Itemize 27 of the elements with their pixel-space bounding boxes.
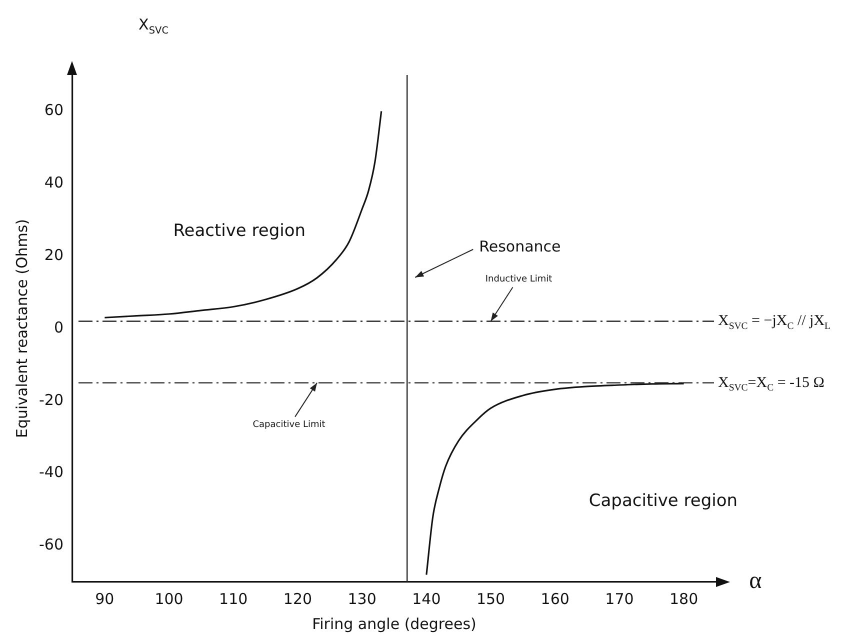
x-tick-label: 160 <box>540 590 570 608</box>
y-tick-label: 20 <box>44 246 64 264</box>
line-series <box>104 110 382 318</box>
x-tick-label: 130 <box>348 590 376 608</box>
x-tick-label: 110 <box>219 590 248 608</box>
x-tick-label: 180 <box>670 590 698 608</box>
x-tick-label: 120 <box>283 590 312 608</box>
ref-line-label: Resonance <box>479 237 561 256</box>
annotation: Capacitive Limit <box>252 420 326 430</box>
x-tick-label: 90 <box>95 590 114 608</box>
y-axis-title: Equivalent reactance (Ohms) <box>12 218 31 438</box>
annotation: Inductive Limit <box>485 274 553 285</box>
text: α <box>749 568 762 594</box>
y-tick-label: -40 <box>39 463 64 482</box>
y-tick-label: 40 <box>44 174 64 192</box>
annotation: Reactive region <box>173 220 306 241</box>
y-tick-label: -20 <box>39 390 64 409</box>
y-tick-label: 0 <box>54 318 64 336</box>
y-tick-label: -60 <box>39 536 64 554</box>
y-tick-label: 60 <box>44 101 64 120</box>
x-tick-label: 140 <box>412 590 441 608</box>
line-series <box>426 382 685 576</box>
annotation: Capacitive region <box>588 490 738 511</box>
x-tick-label: 170 <box>605 590 634 608</box>
x-tick-label: 100 <box>154 590 184 608</box>
x-axis-title: Firing angle (degrees) <box>312 614 476 633</box>
x-tick-label: 150 <box>476 590 506 608</box>
